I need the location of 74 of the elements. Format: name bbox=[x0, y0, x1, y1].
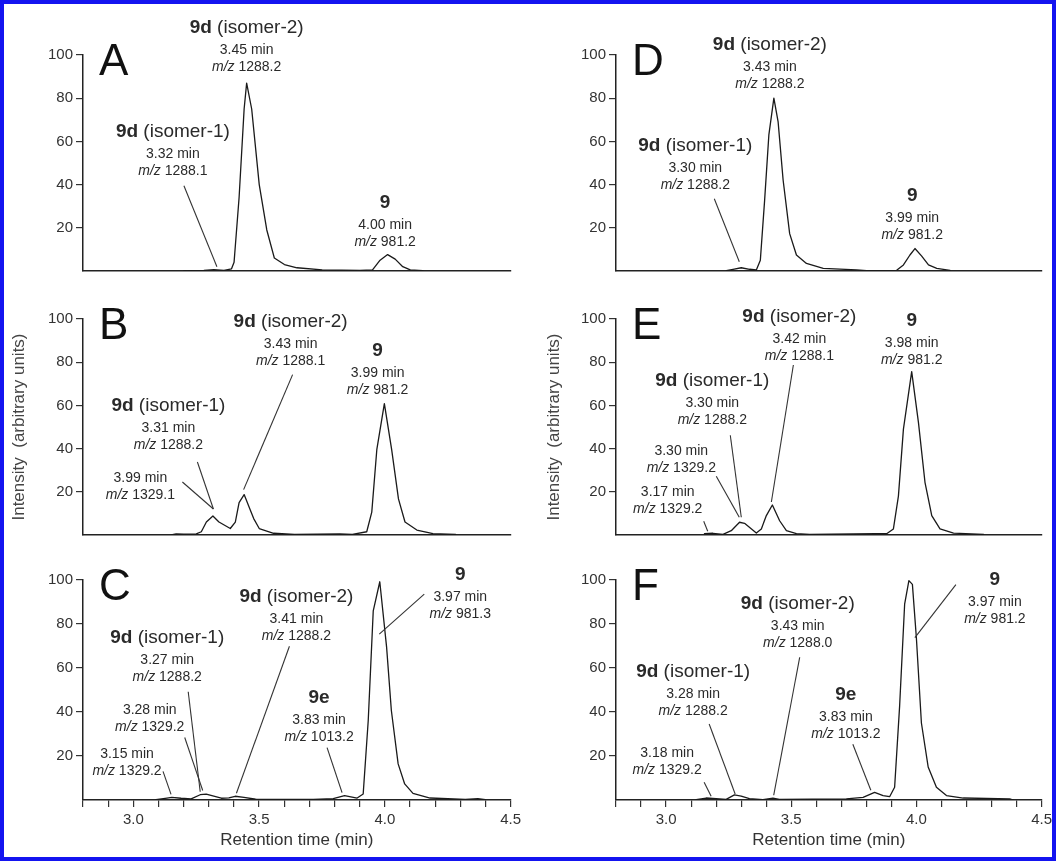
x-tick-label: 3.0 bbox=[122, 810, 144, 828]
annotation: 3.99 min m/z 1329.1 bbox=[105, 468, 176, 502]
chart-title: D bbox=[632, 35, 664, 84]
y-axis-title: Intensity (arbitrary units) bbox=[8, 333, 28, 521]
x-tick-label: 3.5 bbox=[248, 810, 270, 828]
y-tick-label: 20 bbox=[589, 746, 606, 764]
y-tick-label: 60 bbox=[589, 395, 606, 413]
annotation: 9 3.99 min m/z 981.2 bbox=[346, 338, 409, 397]
annotation: 9d (isomer-2) 3.41 min m/z 1288.2 bbox=[239, 585, 354, 644]
y-tick-label: 80 bbox=[56, 88, 73, 106]
x-tick-label: 4.0 bbox=[374, 810, 396, 828]
y-tick-label: 20 bbox=[56, 217, 73, 235]
y-tick-label: 80 bbox=[589, 614, 606, 632]
y-tick-label: 40 bbox=[589, 702, 606, 720]
y-tick-label: 100 bbox=[580, 570, 606, 588]
y-tick-label: 40 bbox=[56, 438, 73, 456]
annotation: 3.15 min m/z 1329.2 bbox=[92, 745, 162, 779]
x-axis-title: Retention time (min) bbox=[752, 830, 906, 850]
annotation: 9d (isomer-1) 3.32 min m/z 1288.1 bbox=[115, 119, 230, 178]
y-tick-label: 60 bbox=[56, 131, 73, 149]
chart-title: A bbox=[99, 35, 129, 84]
y-tick-label: 40 bbox=[589, 438, 606, 456]
x-tick-label: 3.0 bbox=[655, 810, 677, 828]
annotation: 9 3.97 min m/z 981.3 bbox=[429, 563, 492, 622]
y-tick-label: 20 bbox=[589, 217, 606, 235]
annotation: 9d (isomer-1) 3.31 min m/z 1288.2 bbox=[111, 393, 226, 452]
x-tick-label: 4.5 bbox=[1031, 810, 1052, 828]
annotation: 9e 3.83 min m/z 1013.2 bbox=[811, 683, 881, 742]
chart-title: B bbox=[99, 299, 129, 348]
y-tick-label: 60 bbox=[589, 658, 606, 676]
y-tick-label: 100 bbox=[47, 45, 73, 63]
annotation: 3.30 min m/z 1329.2 bbox=[646, 442, 717, 476]
x-tick-label: 4.0 bbox=[905, 810, 927, 828]
chart-title: F bbox=[632, 560, 659, 609]
annotation: 3.28 min m/z 1329.2 bbox=[115, 700, 185, 734]
y-axis-title: Intensity (arbitrary units) bbox=[543, 333, 563, 521]
x-axis-title: Retention time (min) bbox=[220, 830, 374, 850]
annotation: 9 3.99 min m/z 981.2 bbox=[881, 183, 944, 242]
y-tick-label: 40 bbox=[56, 174, 73, 192]
annotation: 9 4.00 min m/z 981.2 bbox=[354, 190, 417, 249]
y-tick-label: 20 bbox=[56, 746, 73, 764]
y-tick-label: 80 bbox=[56, 614, 73, 632]
annotation: 9d (isomer-2) 3.43 min m/z 1288.0 bbox=[740, 592, 855, 651]
y-tick-label: 60 bbox=[56, 395, 73, 413]
x-tick-label: 4.5 bbox=[500, 810, 521, 828]
y-tick-label: 80 bbox=[589, 352, 606, 370]
annotation: 9 3.98 min m/z 981.2 bbox=[880, 308, 943, 367]
y-tick-label: 100 bbox=[47, 309, 73, 327]
annotation: 9d (isomer-1) 3.27 min m/z 1288.2 bbox=[110, 625, 225, 684]
annotation: 9e 3.83 min m/z 1013.2 bbox=[284, 685, 354, 744]
annotation: 3.18 min m/z 1329.2 bbox=[632, 744, 702, 778]
annotation: 9d (isomer-1) 3.30 min m/z 1288.2 bbox=[638, 133, 753, 192]
y-tick-label: 100 bbox=[580, 45, 606, 63]
y-tick-label: 100 bbox=[47, 570, 73, 588]
y-tick-label: 60 bbox=[56, 658, 73, 676]
y-tick-label: 100 bbox=[580, 309, 606, 327]
annotation: 9d (isomer-2) 3.45 min m/z 1288.2 bbox=[189, 16, 304, 75]
annotation: 9d (isomer-2) 3.42 min m/z 1288.1 bbox=[742, 304, 857, 363]
x-tick-label: 3.5 bbox=[780, 810, 802, 828]
y-tick-label: 40 bbox=[589, 174, 606, 192]
y-tick-label: 60 bbox=[589, 131, 606, 149]
annotation: 9d (isomer-1) 3.30 min m/z 1288.2 bbox=[655, 369, 770, 428]
annotation: 9d (isomer-1) 3.28 min m/z 1288.2 bbox=[636, 659, 751, 718]
annotation: 9d (isomer-2) 3.43 min m/z 1288.2 bbox=[712, 33, 827, 92]
annotation: 3.17 min m/z 1329.2 bbox=[633, 483, 703, 517]
y-tick-label: 20 bbox=[589, 481, 606, 499]
chart-title: C bbox=[99, 560, 131, 609]
y-tick-label: 80 bbox=[56, 352, 73, 370]
y-tick-label: 40 bbox=[56, 702, 73, 720]
annotation: 9 3.97 min m/z 981.2 bbox=[964, 567, 1026, 626]
y-tick-label: 20 bbox=[56, 481, 73, 499]
chart-title: E bbox=[632, 299, 662, 348]
annotation: 9d (isomer-2) 3.43 min m/z 1288.1 bbox=[233, 309, 348, 368]
y-tick-label: 80 bbox=[589, 88, 606, 106]
